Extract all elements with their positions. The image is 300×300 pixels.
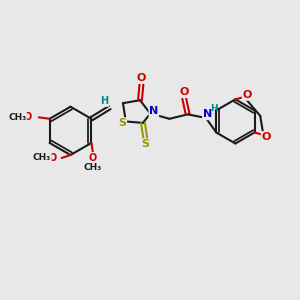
Text: CH₃: CH₃ (84, 164, 102, 172)
Text: H: H (100, 96, 108, 106)
Text: O: O (89, 153, 97, 163)
Text: S: S (141, 139, 149, 149)
Text: N: N (149, 106, 158, 116)
Text: N: N (203, 110, 212, 119)
Text: O: O (49, 153, 57, 163)
Text: O: O (262, 132, 271, 142)
Text: O: O (24, 112, 32, 122)
Text: S: S (118, 118, 126, 128)
Text: H: H (210, 104, 218, 113)
Text: O: O (137, 73, 146, 83)
Text: CH₃: CH₃ (33, 153, 51, 162)
Text: CH₃: CH₃ (8, 113, 26, 122)
Text: O: O (179, 87, 189, 97)
Text: O: O (242, 90, 252, 100)
